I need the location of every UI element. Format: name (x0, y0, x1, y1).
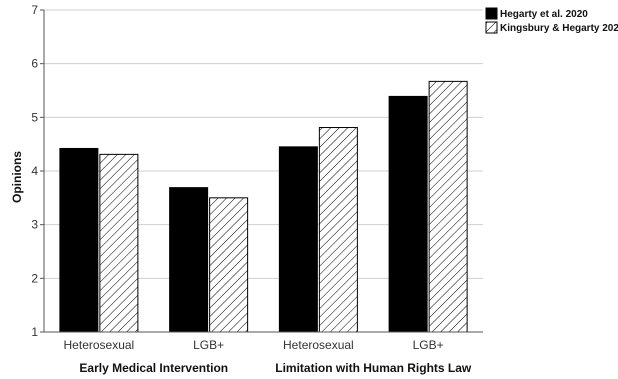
y-tick-labels: 1 2 3 4 5 6 7 (31, 3, 38, 339)
y-tick-label: 4 (31, 164, 38, 178)
x-tick-label: Heterosexual (283, 338, 354, 352)
group-label: Limitation with Human Rights Law (275, 361, 472, 375)
bar-series2 (428, 80, 468, 333)
legend-label: Hegarty et al. 2020 (500, 9, 588, 20)
y-tick-label: 6 (31, 57, 38, 71)
bar-series1 (59, 147, 99, 333)
bar-series2 (318, 127, 358, 333)
x-tick-labels: Heterosexual LGB+ Heterosexual LGB+ (64, 338, 444, 352)
legend: Hegarty et al. 2020 Kingsbury & Hegarty 2… (485, 7, 618, 34)
x-tick-label: Heterosexual (64, 338, 135, 352)
bar-series1 (169, 187, 209, 333)
legend-swatch (485, 7, 498, 20)
y-tick-label: 3 (31, 218, 38, 232)
x-tick-label: LGB+ (413, 338, 444, 352)
group-labels: Early Medical Intervention Limitation wit… (79, 361, 472, 375)
y-tick-label: 2 (31, 271, 38, 285)
legend-swatch (485, 21, 498, 34)
axes (40, 9, 483, 333)
bars (59, 80, 468, 333)
y-tick-label: 5 (31, 110, 38, 124)
y-tick-label: 1 (31, 325, 38, 339)
bar-series1 (278, 146, 318, 333)
bar-series1 (388, 95, 428, 333)
bar-series2 (99, 153, 139, 333)
legend-label: Kingsbury & Hegarty 2021 (500, 23, 618, 34)
group-label: Early Medical Intervention (79, 361, 228, 375)
y-tick-label: 7 (31, 3, 38, 17)
y-axis-title: Opinions (10, 151, 24, 203)
x-tick-label: LGB+ (193, 338, 224, 352)
bar-series2 (209, 197, 249, 333)
